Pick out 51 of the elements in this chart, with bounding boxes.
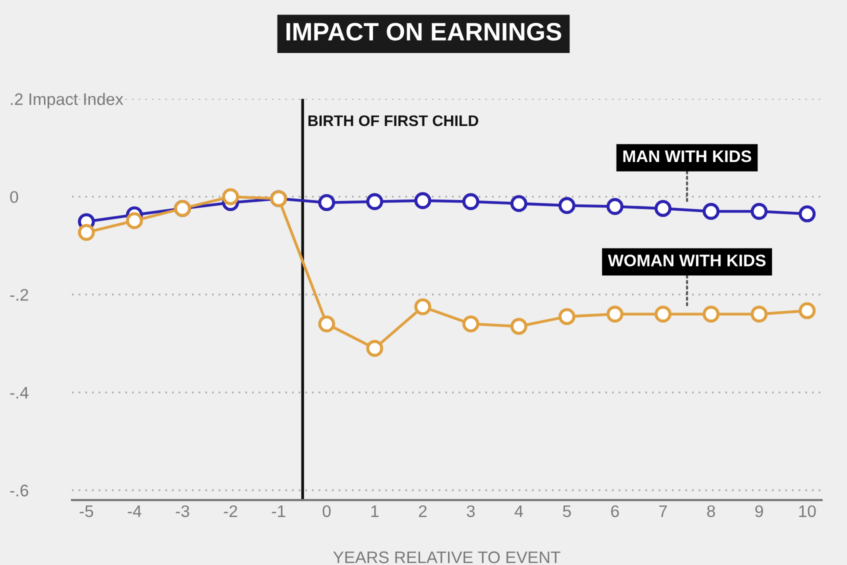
x-tick-label: 8 xyxy=(707,505,715,518)
point xyxy=(750,306,768,323)
x-tick-label: -5 xyxy=(80,506,94,518)
point xyxy=(462,315,480,332)
x-tick-label: 2 xyxy=(418,505,427,517)
x-tick-label: -2 xyxy=(224,505,238,517)
point xyxy=(798,302,816,320)
ref-line-label: BIRTH OF FIRST CHILD xyxy=(308,115,478,126)
point xyxy=(318,315,336,332)
x-tick-label: 9 xyxy=(755,505,763,518)
point xyxy=(78,224,95,241)
point xyxy=(366,193,384,210)
y-tick-label: -.4 xyxy=(10,386,28,398)
point xyxy=(318,194,336,212)
point xyxy=(414,298,432,316)
x-tick-label: 7 xyxy=(659,506,667,517)
point xyxy=(606,198,624,215)
point xyxy=(702,306,720,323)
point xyxy=(798,205,816,222)
point xyxy=(654,306,672,323)
point xyxy=(606,306,624,323)
point xyxy=(366,340,384,357)
x-tick-label: -3 xyxy=(176,505,190,518)
point xyxy=(222,188,240,206)
point xyxy=(558,197,576,214)
y-tick-label: -.6 xyxy=(10,484,28,496)
text: MAN WITH KIDS xyxy=(623,150,752,162)
x-tick-label: 10 xyxy=(799,505,816,518)
point xyxy=(558,308,576,326)
x-tick-label: 6 xyxy=(611,505,619,518)
y-tick-label: .2 Impact Index xyxy=(11,92,124,108)
x-tick-label: -4 xyxy=(128,506,142,517)
x-tick-label: 5 xyxy=(562,506,571,518)
point xyxy=(414,192,432,210)
x-tick-label: 3 xyxy=(466,505,475,518)
point xyxy=(702,202,720,220)
point xyxy=(510,195,528,212)
chart-title: IMPACT ON EARNINGS xyxy=(286,22,562,41)
y-tick-label: 0 xyxy=(10,191,18,203)
point xyxy=(126,212,143,230)
y-tick-label: -.2 xyxy=(10,288,28,301)
x-tick-label: 0 xyxy=(322,505,331,518)
point xyxy=(510,318,528,335)
point xyxy=(654,200,672,217)
x-tick-label: 1 xyxy=(371,506,379,517)
point xyxy=(750,202,768,220)
text: WOMAN WITH KIDS xyxy=(608,254,766,266)
x-axis-title: YEARS RELATIVE TO EVENT xyxy=(333,551,560,564)
x-tick-label: -1 xyxy=(272,506,286,517)
point xyxy=(462,193,480,210)
x-tick-label: 4 xyxy=(514,506,524,517)
